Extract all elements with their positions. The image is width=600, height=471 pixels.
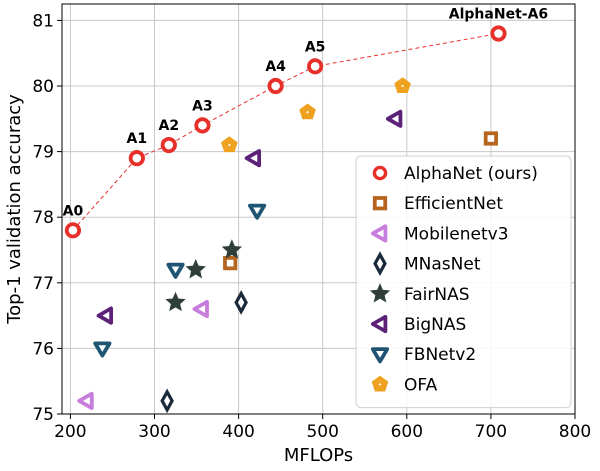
fairnas-point [165,291,186,312]
y-tick-label: 81 [32,11,54,31]
mobilenetv3-point [77,391,94,410]
legend-marker-alphanet-ours [372,165,388,181]
y-tick-label: 76 [32,339,54,359]
x-tick-label: 300 [138,422,170,442]
ofa-point-center [228,143,231,147]
fbnetv2-point [93,341,112,358]
axis-ticks: 200 300 400 500 600 700 800 75 76 77 78 79 80 81 [32,11,591,442]
x-tick-label: 500 [306,422,338,442]
legend-marker-mobilenetv3 [370,224,388,243]
legend-label-mnasnet: MNasNet [404,255,481,275]
fbnetv2-point [166,262,185,279]
ofa-point-center [401,84,404,88]
efficientnet-point [223,256,238,271]
plot-frame [61,3,576,415]
point-label-alphanet-a6: AlphaNet-A6 [449,7,548,23]
point-label-a4: A4 [265,59,286,75]
y-tick-label: 79 [32,143,54,163]
y-tick-label: 80 [32,77,54,97]
alphanet-point [490,25,507,42]
x-tick-label: 800 [559,422,591,442]
legend-label-fbnetv2: FBNetv2 [404,345,476,365]
point-label-a1: A1 [127,131,148,147]
legend-label-fairnas: FairNAS [404,285,470,305]
alphanet-point [267,77,284,95]
point-label-a0: A0 [63,203,84,219]
legend-marker-fairnas [369,283,391,303]
legend-marker-ofa-center [378,383,382,386]
bignas-point [244,149,262,168]
legend-marker-mnasnet [373,251,387,276]
fairnas-point [185,258,206,279]
legend-label-ofa: OFA [404,375,438,395]
legend-box [355,155,572,409]
alphanet-point [128,150,145,167]
y-tick-label: 78 [32,208,54,228]
mobilenetv3-point [192,299,209,319]
point-label-a5: A5 [305,39,326,55]
x-tick-label: 200 [54,422,86,442]
data-points [64,25,507,414]
alphanet-point [194,117,211,134]
y-axis-title: Top-1 validation accuracy [4,94,25,325]
alphanet-point [160,136,177,154]
alphanet-point [64,222,82,239]
legend-label-mobilenetv3: Mobilenetv3 [404,224,509,244]
legend-label-alphanet-ours: AlphaNet (ours) [404,164,538,184]
x-tick-label: 700 [475,422,507,442]
point-labels: A0 A1 A2 A3 A4 A5 AlphaNet-A6 [63,7,549,220]
x-tick-label: 600 [391,422,423,442]
legend-marker-efficientnet [372,196,388,211]
bignas-point [385,109,403,128]
mnasnet-point [160,388,174,414]
legend: AlphaNet (ours) EfficientNet Mobilenetv3 MN… [355,155,572,409]
fbnetv2-point [248,203,267,220]
legend-marker-bignas [370,314,388,334]
efficientnet-point [483,131,499,146]
y-tick-label: 75 [32,405,54,425]
point-label-a3: A3 [192,98,213,114]
ofa-point-center [306,111,309,114]
legend-label-efficientnet: EfficientNet [404,194,503,214]
x-axis-title: MFLOPs [284,445,353,466]
alphanet-point [307,58,324,75]
legend-marker-fbnetv2 [370,347,390,364]
point-label-a2: A2 [159,118,180,134]
fairnas-point [221,239,243,259]
legend-label-bignas: BigNAS [404,315,466,335]
y-tick-label: 77 [32,274,54,294]
x-tick-label: 400 [222,422,254,442]
bignas-point [96,306,114,325]
mnasnet-point [234,290,248,315]
